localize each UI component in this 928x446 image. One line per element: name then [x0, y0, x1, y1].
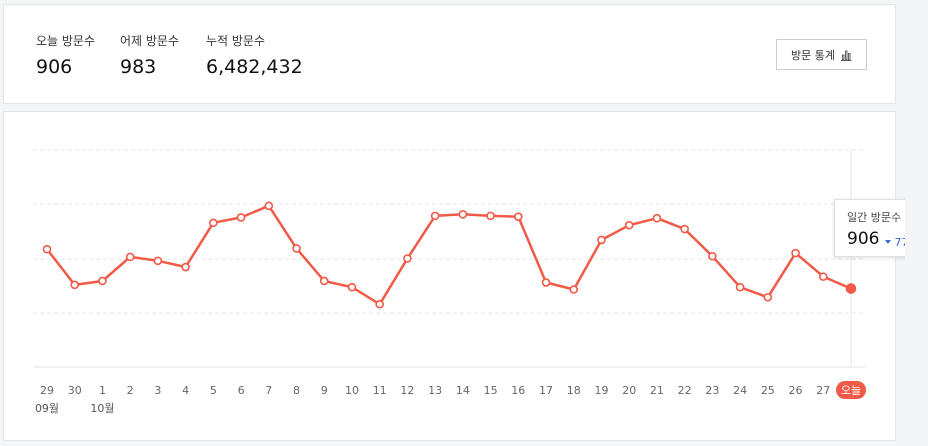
x-tick-label: 26: [789, 384, 803, 397]
x-tick-label: 9: [321, 384, 328, 397]
x-tick-label: 13: [428, 384, 442, 397]
x-tick-label: 19: [594, 384, 608, 397]
data-point: [569, 285, 579, 294]
daily-visits-chart-card: [3, 111, 896, 441]
yesterday-visits: 어제 방문수 983: [120, 32, 179, 78]
data-point: [181, 262, 190, 272]
series-line: [46, 204, 852, 306]
page-edge: [905, 0, 928, 446]
x-tick-label: 1: [99, 384, 106, 397]
data-point: [125, 252, 135, 262]
data-point: [458, 210, 468, 219]
tooltip-delta: 77: [885, 236, 908, 249]
data-point: [652, 213, 662, 223]
data-point: [541, 278, 551, 287]
x-tick-label: 3: [154, 384, 161, 397]
x-tick-label: 8: [293, 384, 300, 397]
yesterday-visits-value: 983: [120, 56, 157, 78]
x-tick-label: 18: [567, 384, 581, 397]
data-point: [680, 224, 689, 234]
x-tick-label: 4: [182, 384, 189, 397]
x-tick-label: 22: [678, 384, 692, 397]
data-point: [42, 244, 52, 254]
total-visits-value: 6,482,432: [206, 56, 303, 78]
visit-stats-button[interactable]: 방문 통계: [776, 39, 867, 70]
x-tick-label: 12: [400, 384, 414, 397]
data-point: [347, 282, 357, 292]
x-tick-label: 21: [650, 384, 664, 397]
data-point: [209, 218, 218, 228]
x-tick-label: 17: [539, 384, 553, 397]
today-visits-value: 906: [36, 56, 73, 78]
data-point: [845, 283, 857, 294]
x-tick-label: 7: [265, 384, 272, 397]
x-tick-label: 10: [345, 384, 359, 397]
data-point: [624, 220, 634, 230]
total-visits: 누적 방문수 6,482,432: [206, 32, 303, 78]
x-month-label: 09월: [35, 402, 59, 415]
x-tick-label: 30: [68, 384, 82, 397]
x-tick-label: 11: [373, 384, 387, 397]
data-point: [708, 251, 717, 261]
x-tick-label: 6: [238, 384, 245, 397]
visit-stats-card: 오늘 방문수 906 어제 방문수 983 누적 방문수 6,482,432 방…: [3, 4, 896, 104]
data-point: [153, 256, 163, 266]
today-visits: 오늘 방문수 906: [36, 32, 95, 78]
x-tick-label: 2: [127, 384, 134, 397]
down-arrow-icon: [885, 240, 892, 244]
x-tick-label: 16: [511, 384, 525, 397]
x-tick-label-today: 오늘: [841, 384, 861, 397]
data-point: [403, 254, 412, 263]
tooltip-label: 일간 방문수: [847, 211, 902, 224]
x-month-label: 10월: [90, 402, 114, 415]
today-badge: [836, 381, 866, 399]
data-point: [375, 299, 384, 309]
tooltip-delta-value: 77: [894, 235, 909, 249]
data-point: [430, 211, 440, 221]
x-tick-label: 25: [761, 384, 775, 397]
x-tick-label: 29: [40, 384, 54, 397]
bar-chart-icon: [840, 50, 852, 61]
data-point: [763, 292, 773, 302]
today-visits-label: 오늘 방문수: [36, 34, 96, 48]
tooltip-value: 906: [847, 229, 880, 249]
data-point: [264, 201, 274, 211]
yesterday-visits-label: 어제 방문수: [120, 34, 180, 48]
data-point: [319, 276, 329, 286]
data-point: [735, 282, 745, 292]
total-visits-label: 누적 방문수: [206, 34, 266, 48]
data-point: [514, 212, 523, 221]
data-point: [486, 211, 495, 221]
data-point: [597, 235, 606, 245]
data-point: [70, 280, 80, 290]
x-tick-label: 24: [733, 384, 747, 397]
data-point: [236, 213, 246, 222]
visit-stats-button-label: 방문 통계: [791, 48, 835, 62]
data-point: [292, 244, 301, 253]
x-tick-label: 27: [816, 384, 830, 397]
x-tick-label: 23: [705, 384, 719, 397]
x-tick-label: 20: [622, 384, 636, 397]
x-tick-label: 14: [456, 384, 470, 397]
data-point: [791, 248, 800, 258]
data-point: [98, 276, 107, 286]
x-tick-label: 15: [484, 384, 498, 397]
data-point: [818, 272, 828, 281]
x-tick-label: 5: [210, 384, 217, 397]
